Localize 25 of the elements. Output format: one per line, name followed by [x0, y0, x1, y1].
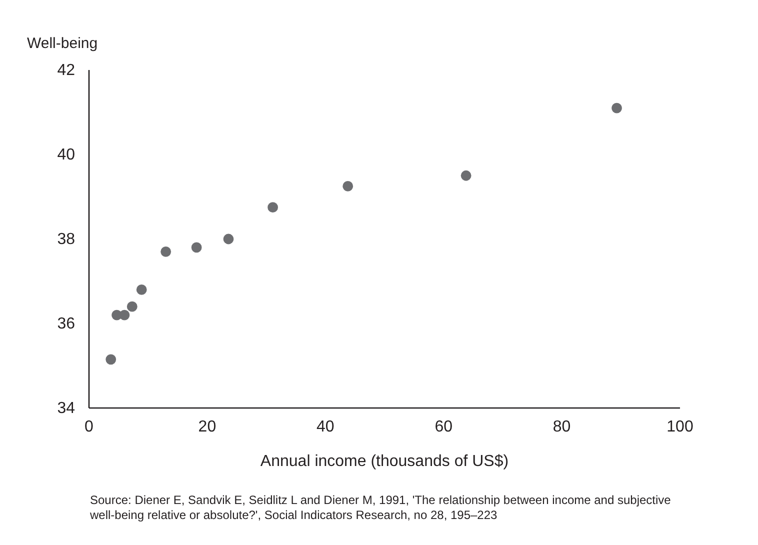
- x-tick-label: 60: [434, 418, 453, 436]
- point: [119, 310, 130, 320]
- point: [191, 242, 202, 253]
- point: [160, 246, 172, 257]
- point: [223, 234, 234, 244]
- source-note: Source: Diener E, Sandvik E, Seidlitz L and Diener M, 1991, 'The relationship between income and subjective well-being relative or absolute?', Social Indicators Research, no 28, 195–223: [89, 493, 672, 522]
- y-axis-title: Well-being: [27, 35, 98, 52]
- y-tick-label: 38: [57, 231, 76, 248]
- x-tick-label: 100: [666, 418, 694, 436]
- y-tick-label: 40: [57, 146, 76, 164]
- point: [612, 102, 622, 114]
- point: [460, 170, 472, 181]
- x-tick-label: 0: [84, 418, 94, 436]
- point: [268, 202, 278, 213]
- point: [106, 354, 116, 365]
- y-tick-label: 36: [57, 316, 76, 333]
- y-tick-label: 34: [57, 400, 76, 418]
- x-axis-title: Annual income (thousands of US$): [260, 453, 509, 470]
- point: [126, 301, 138, 312]
- x-tick-label: 40: [316, 418, 334, 436]
- point: [136, 284, 147, 295]
- point: [342, 180, 354, 192]
- y-tick-label: 42: [57, 62, 76, 80]
- x-tick-label: 80: [552, 418, 571, 436]
- x-tick-label: 20: [198, 418, 216, 436]
